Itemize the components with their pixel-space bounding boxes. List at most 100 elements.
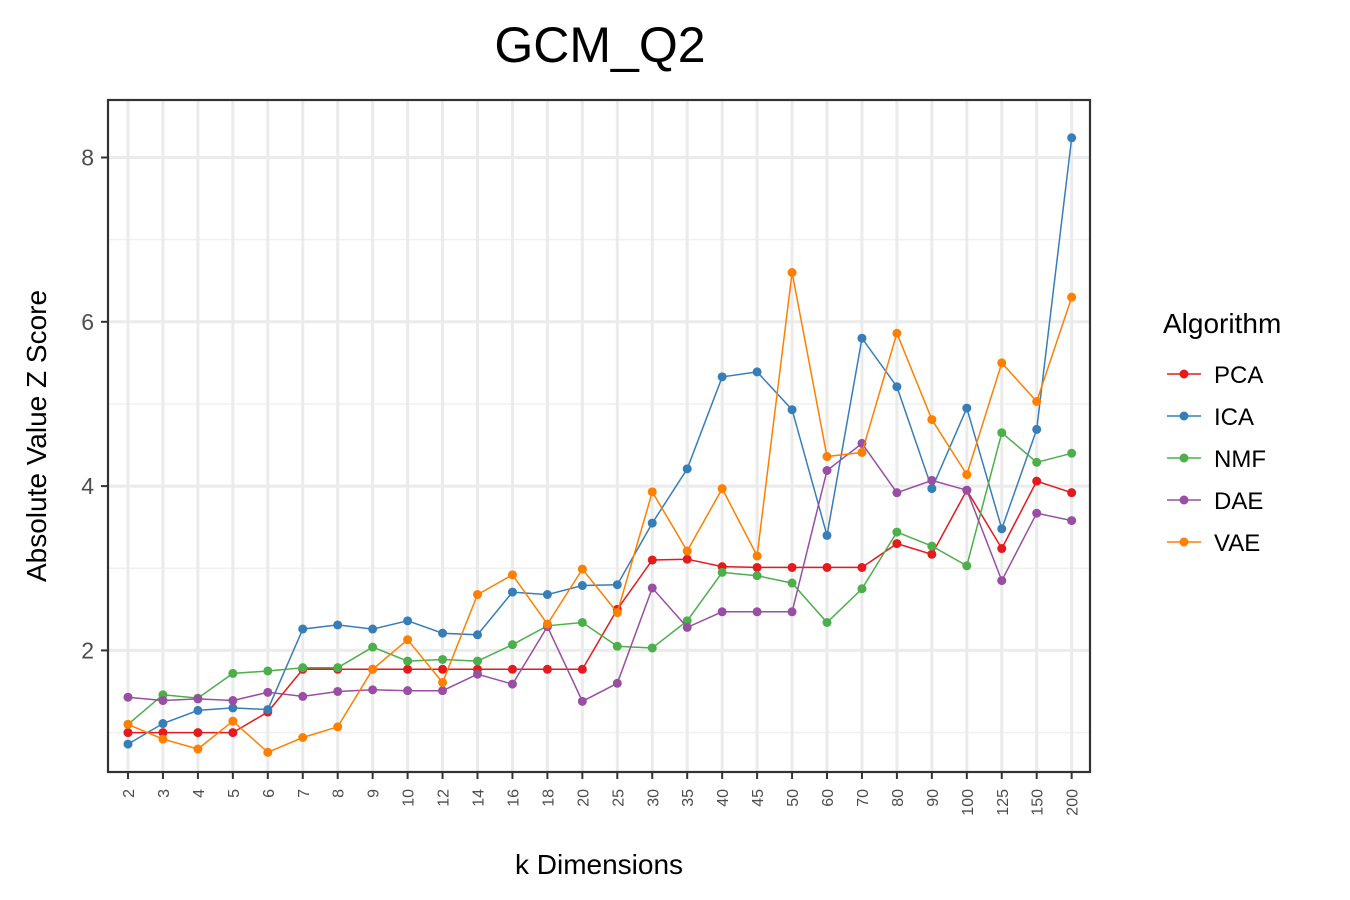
x-tick-label: 12	[436, 789, 453, 807]
series-line-vae	[127, 272, 1073, 754]
data-point-dae	[647, 583, 657, 593]
data-point-vae	[822, 452, 832, 462]
data-point-ica	[333, 620, 343, 630]
data-point-pca	[892, 539, 902, 549]
data-point-ica	[962, 403, 972, 413]
data-point-dae	[997, 576, 1007, 586]
y-tick-label: 8	[81, 145, 94, 171]
legend-label: PCA	[1214, 362, 1263, 389]
data-point-dae	[577, 696, 587, 706]
data-point-ica	[1032, 424, 1042, 434]
data-point-nmf	[403, 656, 413, 666]
x-tick-label: 14	[471, 789, 488, 807]
x-tick-label: 18	[540, 789, 557, 807]
data-point-ica	[787, 405, 797, 415]
data-point-pca	[123, 728, 133, 738]
data-point-ica	[892, 382, 902, 392]
data-point-dae	[787, 607, 797, 617]
x-tick-label: 2	[121, 789, 138, 798]
data-point-vae	[577, 564, 587, 574]
data-point-dae	[717, 607, 727, 617]
data-point-pca	[158, 728, 168, 738]
data-point-dae	[682, 622, 692, 632]
data-point-dae	[298, 691, 308, 701]
data-point-pca	[787, 562, 797, 572]
chart-title: GCM_Q2	[494, 17, 705, 73]
data-point-vae	[333, 722, 343, 732]
legend-title: Algorithm	[1163, 308, 1281, 339]
data-point-pca	[1067, 488, 1077, 498]
data-point-ica	[158, 719, 168, 729]
y-tick-label: 6	[81, 309, 94, 335]
data-point-nmf	[927, 541, 937, 551]
data-point-vae	[927, 415, 937, 425]
data-point-ica	[228, 703, 238, 713]
x-tick-label: 20	[575, 789, 592, 807]
legend-key-point	[1179, 453, 1189, 463]
data-point-nmf	[438, 654, 448, 664]
series-line-nmf	[127, 431, 1072, 725]
data-point-pca	[507, 664, 517, 674]
x-tick-label: 35	[680, 789, 697, 807]
data-point-ica	[473, 630, 482, 640]
legend-key-point	[1179, 537, 1189, 547]
data-point-pca	[752, 562, 762, 572]
data-point-nmf	[1032, 457, 1042, 467]
data-point-vae	[298, 732, 308, 742]
data-point-dae	[193, 694, 203, 704]
legend-label: NMF	[1214, 446, 1266, 473]
data-point-vae	[158, 734, 168, 744]
data-point-vae	[1032, 396, 1042, 406]
data-point-ica	[647, 518, 657, 528]
data-point-dae	[333, 686, 343, 696]
data-point-pca	[997, 544, 1007, 554]
data-point-ica	[403, 616, 413, 626]
x-tick-label: 50	[785, 789, 802, 807]
data-point-ica	[752, 367, 762, 377]
data-point-vae	[403, 635, 413, 645]
data-point-dae	[822, 466, 832, 476]
data-point-vae	[857, 447, 867, 457]
data-point-ica	[857, 333, 867, 343]
x-tick-label: 25	[610, 789, 627, 807]
series-line-dae	[127, 442, 1072, 703]
y-axis-title: Absolute Value Z Score	[21, 290, 52, 582]
x-tick-label: 125	[995, 789, 1012, 816]
x-tick-label: 6	[261, 789, 278, 798]
x-tick-label: 10	[401, 789, 418, 807]
data-point-dae	[228, 696, 238, 706]
x-tick-label: 16	[505, 789, 522, 807]
data-point-dae	[368, 685, 378, 695]
x-tick-label: 100	[960, 789, 977, 816]
data-point-nmf	[333, 663, 343, 673]
data-point-ica	[1067, 133, 1077, 143]
data-point-dae	[927, 475, 937, 485]
data-point-nmf	[787, 578, 797, 588]
data-point-nmf	[822, 617, 832, 627]
data-point-nmf	[997, 428, 1007, 438]
data-point-vae	[962, 470, 972, 480]
data-point-ica	[368, 624, 378, 634]
data-point-nmf	[368, 642, 378, 652]
x-tick-label: 7	[296, 789, 313, 798]
x-tick-label: 80	[890, 789, 907, 807]
data-point-pca	[403, 664, 413, 674]
data-point-dae	[1067, 516, 1077, 526]
data-point-pca	[1032, 476, 1042, 486]
data-point-dae	[752, 607, 762, 617]
data-point-pca	[647, 555, 657, 565]
legend: Algorithm PCA ICA NMF DAE VAE	[1163, 308, 1281, 557]
data-point-ica	[997, 524, 1007, 534]
series-line-pca	[128, 480, 1072, 734]
x-tick-label: 9	[366, 789, 383, 798]
data-point-vae	[193, 744, 203, 754]
plot-border	[106, 98, 1092, 774]
data-point-nmf	[228, 668, 238, 678]
data-point-vae	[438, 677, 448, 687]
data-point-vae	[473, 590, 482, 600]
data-point-nmf	[1067, 448, 1077, 458]
data-point-nmf	[682, 616, 692, 626]
data-point-nmf	[752, 571, 762, 581]
data-point-dae	[123, 692, 133, 702]
data-point-nmf	[263, 666, 273, 676]
